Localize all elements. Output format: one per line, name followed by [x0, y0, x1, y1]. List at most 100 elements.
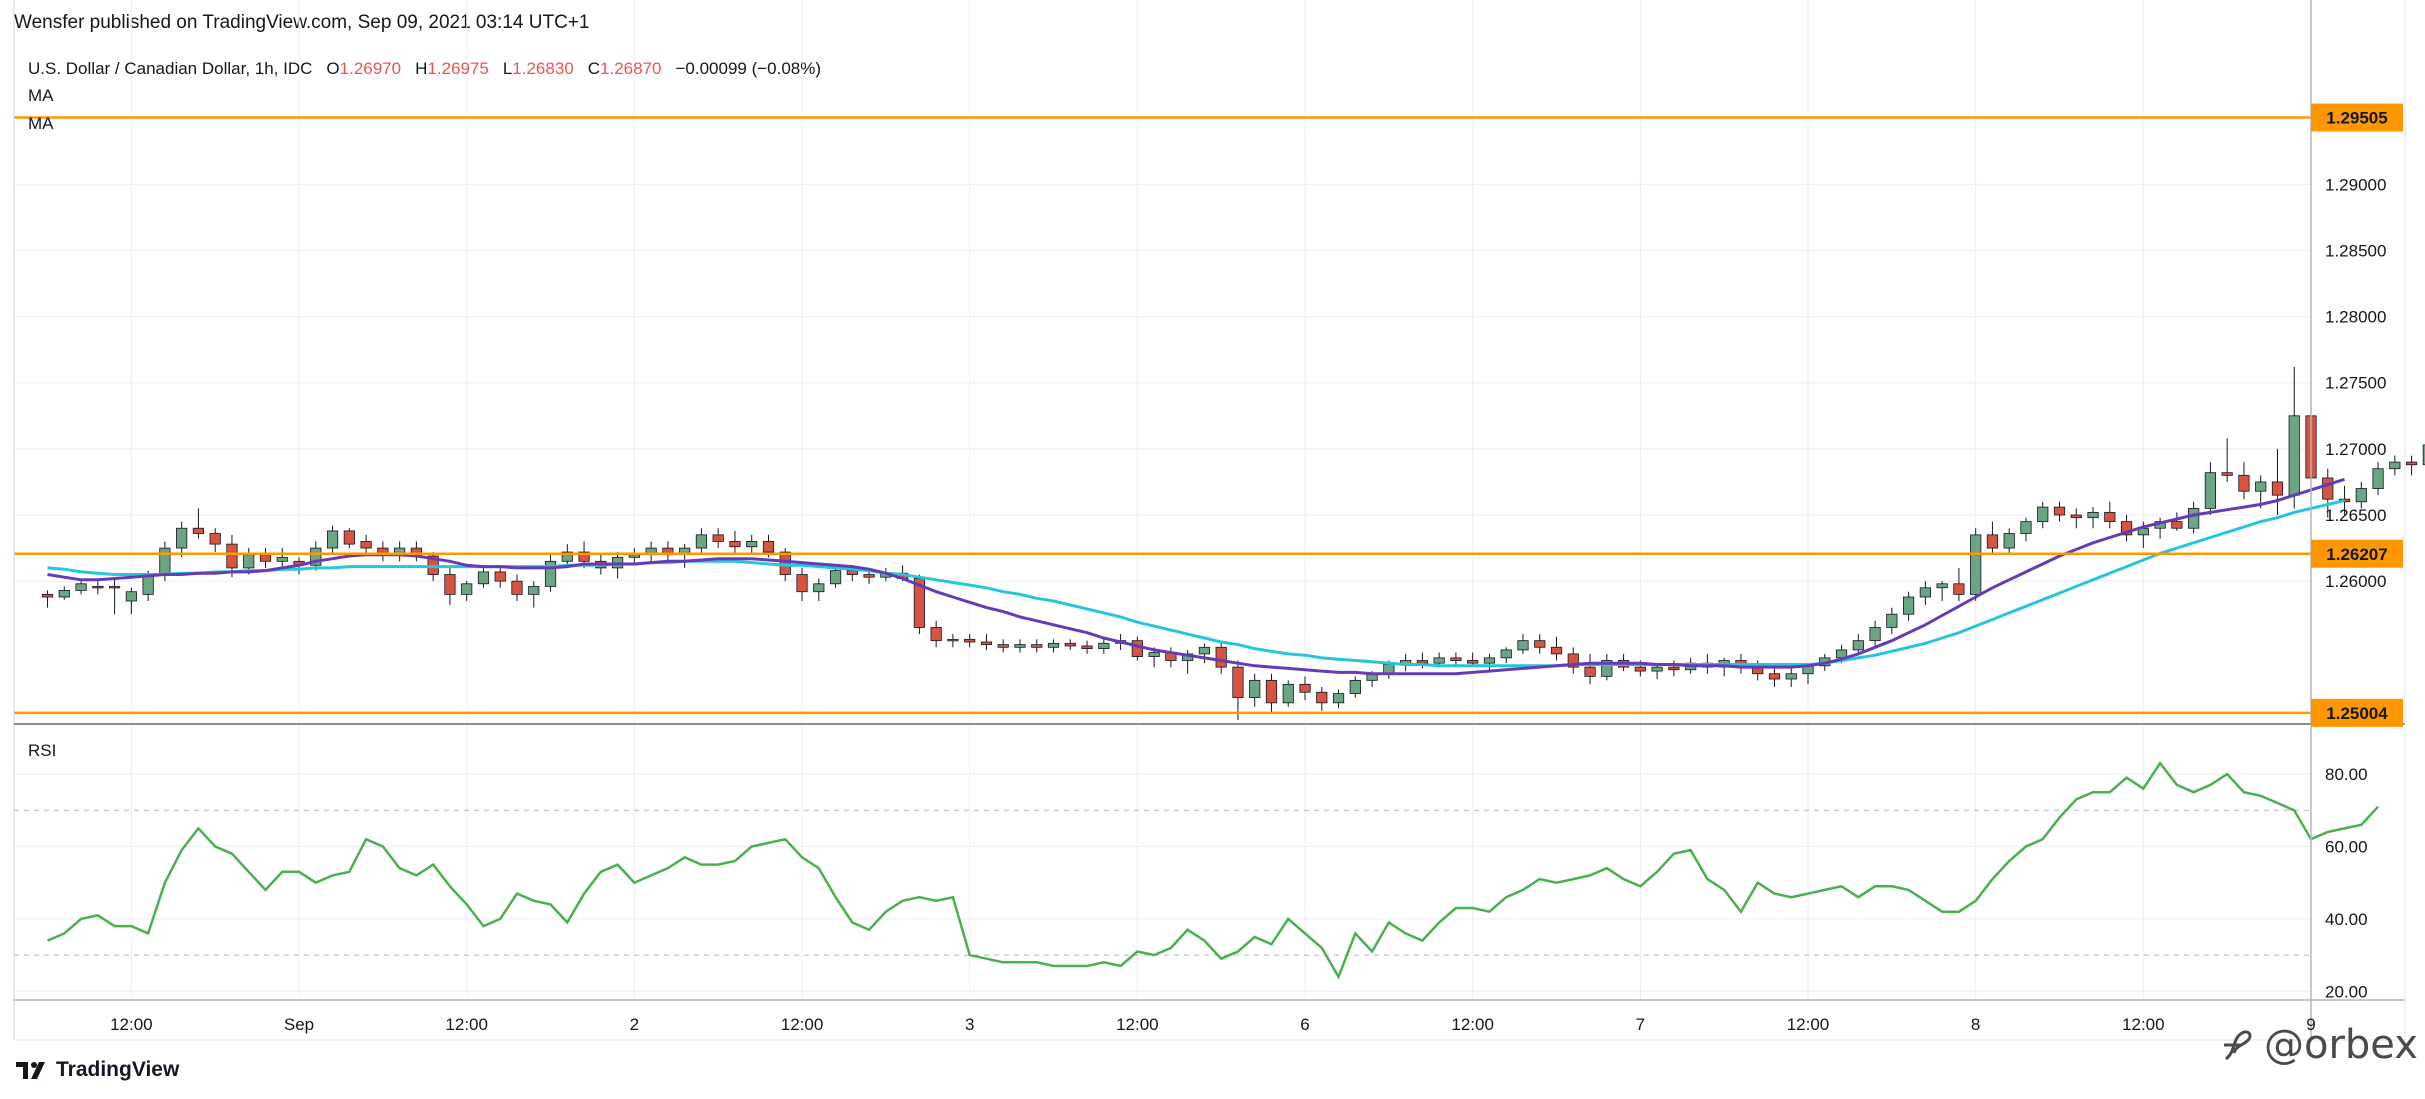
- candle-up: [645, 541, 657, 562]
- candle-down: [494, 565, 506, 588]
- candle-up: [58, 586, 70, 600]
- candle-down: [343, 528, 355, 549]
- candle-body: [1249, 679, 1261, 698]
- orbex-logo-icon: [2224, 1030, 2252, 1061]
- candle-body: [1047, 642, 1060, 648]
- candle-down: [964, 634, 976, 648]
- level-price-label: 1.25004: [2326, 704, 2388, 723]
- candle-body: [2003, 533, 2015, 549]
- candle-up: [947, 634, 959, 648]
- candle-body: [92, 586, 104, 589]
- tradingview-brand-text: TradingView: [56, 1058, 180, 1081]
- candle-body: [1098, 642, 1110, 650]
- candle-body: [980, 641, 993, 646]
- candle-body: [2053, 506, 2066, 516]
- price-tick-label: 1.27000: [2325, 440, 2386, 459]
- price-tick-label: 1.26500: [2325, 506, 2386, 525]
- candle-body: [1584, 666, 1596, 677]
- candle-body: [2087, 511, 2099, 519]
- candle-body: [1450, 657, 1462, 661]
- candle-up: [477, 567, 490, 588]
- candle-body: [2238, 474, 2250, 492]
- candle-body: [578, 551, 590, 562]
- level-price-tag: [2311, 698, 2403, 727]
- candle-body: [1433, 657, 1445, 664]
- candle-down: [1953, 567, 1965, 601]
- candle-body: [544, 560, 557, 587]
- candle-up: [276, 548, 288, 568]
- candle-body: [1567, 653, 1579, 668]
- candle-body: [1500, 649, 1512, 659]
- ohlc-label: O: [326, 59, 339, 78]
- candle-up: [1332, 689, 1345, 709]
- candle-body: [863, 574, 875, 578]
- candle-body: [695, 534, 708, 549]
- legend-ma-1: MA: [28, 86, 54, 105]
- candle-up: [695, 528, 708, 555]
- candle-body: [1668, 666, 1680, 671]
- level-price-label: 1.26207: [2326, 545, 2387, 564]
- candle-down: [997, 639, 1009, 653]
- ohlc-value: 1.26970: [340, 59, 401, 78]
- time-tick-label: 3: [965, 1015, 974, 1034]
- candle-body: [511, 580, 523, 595]
- candle-up: [1249, 673, 1261, 707]
- legend-ohlc-item: H1.26975: [415, 59, 489, 78]
- candle-down: [1064, 639, 1076, 650]
- candle-body: [1232, 666, 1244, 698]
- candle-body: [964, 638, 976, 643]
- time-tick-label: 2: [630, 1015, 639, 1034]
- candle-body: [2020, 521, 2032, 534]
- published-by-line: Wensfer published on TradingView.com, Se…: [14, 12, 590, 33]
- candle-body: [2171, 521, 2183, 529]
- rsi-tick-label: 20.00: [2325, 982, 2368, 1001]
- candle-body: [125, 591, 137, 602]
- candle-up: [2288, 366, 2300, 509]
- candle-body: [1064, 642, 1076, 647]
- candle-body: [1550, 646, 1563, 655]
- candle-up: [746, 534, 758, 555]
- candle-body: [192, 527, 205, 534]
- candle-body: [930, 627, 942, 642]
- candle-body: [997, 644, 1009, 648]
- candle-down: [41, 590, 54, 608]
- candle-body: [628, 554, 640, 558]
- tradingview-brand[interactable]: TradingView: [14, 1058, 179, 1082]
- candle-body: [41, 593, 54, 598]
- candle-body: [1986, 534, 1999, 549]
- candle-body: [326, 530, 339, 549]
- time-tick-label: 7: [1636, 1015, 1645, 1034]
- candle-body: [1534, 640, 1546, 648]
- candle-body: [729, 541, 741, 548]
- time-tick-label: 12:00: [781, 1015, 824, 1034]
- candle-up: [394, 541, 406, 562]
- candle-body: [1970, 534, 1982, 595]
- candle-up: [1886, 607, 1898, 635]
- candle-down: [1081, 640, 1093, 654]
- candle-down: [444, 565, 456, 605]
- tradingview-logo-icon: [16, 1062, 45, 1079]
- price-tick-label: 1.26000: [2325, 572, 2386, 591]
- rsi-tick-label: 40.00: [2325, 910, 2368, 929]
- candle-up: [1198, 643, 1211, 664]
- candle-down: [1567, 647, 1579, 674]
- candle-down: [259, 548, 272, 568]
- candle-up: [1400, 653, 1412, 672]
- rsi-tick-label: 60.00: [2325, 837, 2368, 856]
- level-price-tag: [2311, 103, 2403, 132]
- candle-down: [360, 534, 372, 555]
- time-tick-label: 12:00: [110, 1015, 153, 1034]
- ohlc-value: 1.26975: [427, 59, 488, 78]
- candle-up: [528, 581, 540, 608]
- time-tick-label: 12:00: [445, 1015, 488, 1034]
- candle-body: [1316, 691, 1328, 704]
- candle-up: [544, 554, 557, 592]
- candle-up: [1483, 653, 1496, 672]
- candle-body: [494, 571, 506, 582]
- candle-body: [2037, 506, 2049, 523]
- candle-body: [846, 570, 858, 575]
- candle-up: [2003, 528, 2015, 555]
- candle-body: [796, 574, 808, 593]
- candle-up: [1869, 620, 1881, 648]
